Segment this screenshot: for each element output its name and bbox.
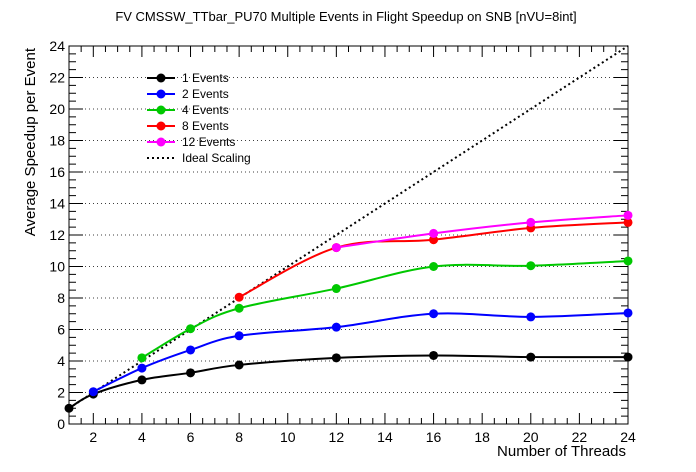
y-tick-label: 0 <box>57 416 65 432</box>
chart-title: FV CMSSW_TTbar_PU70 Multiple Events in F… <box>115 9 576 24</box>
data-point-4-events <box>234 303 244 313</box>
legend-label-1-events: 1 Events <box>182 71 229 85</box>
x-tick-label: 24 <box>620 429 636 445</box>
data-point-4-events <box>429 262 439 271</box>
data-point-1-events <box>137 375 147 385</box>
legend-marker-12-events <box>156 137 166 147</box>
data-point-4-events <box>137 353 147 363</box>
x-tick-label: 8 <box>235 429 243 445</box>
ideal-scaling-line <box>68 45 629 410</box>
data-point-4-events <box>623 256 633 266</box>
data-point-12-events <box>429 228 439 238</box>
series-line-1-events <box>68 354 629 410</box>
legend-label-4-events: 4 Events <box>182 103 229 117</box>
data-point-1-events <box>234 360 244 370</box>
data-point-1-events <box>331 353 341 363</box>
x-tick-label: 6 <box>187 429 195 445</box>
x-tick-label: 16 <box>426 429 442 445</box>
legend-label-8-events: 8 Events <box>182 119 229 133</box>
data-point-1-events <box>623 352 633 362</box>
y-tick-label: 18 <box>49 133 65 149</box>
legend-marker-4-events <box>156 105 166 115</box>
y-tick-label: 8 <box>57 290 65 306</box>
y-tick-label: 10 <box>49 259 65 275</box>
y-tick-label: 4 <box>57 353 65 369</box>
data-point-2-events <box>186 345 196 355</box>
x-tick-label: 18 <box>474 429 490 445</box>
data-point-1-events <box>186 368 196 378</box>
legend-label-2-events: 2 Events <box>182 87 229 101</box>
data-point-4-events <box>186 324 196 334</box>
data-point-8-events <box>429 235 439 245</box>
y-tick-label: 16 <box>49 164 65 180</box>
data-point-4-events <box>331 284 341 294</box>
data-point-2-events <box>331 322 341 332</box>
x-tick-label: 2 <box>89 429 97 445</box>
y-tick-label: 22 <box>49 70 65 86</box>
y-tick-label: 6 <box>57 322 65 338</box>
legend-label-12-events: 12 Events <box>182 135 235 149</box>
data-point-1-events <box>429 350 439 360</box>
data-point-2-events <box>137 363 147 373</box>
data-point-8-events <box>623 217 633 227</box>
data-point-2-events <box>429 309 439 319</box>
data-point-12-events <box>526 217 536 227</box>
legend-marker-2-events <box>156 89 166 99</box>
legend-marker-1-events <box>156 73 166 83</box>
legend-label-ideal-scaling: Ideal Scaling <box>182 151 251 165</box>
y-tick-label: 24 <box>49 38 65 54</box>
x-tick-label: 20 <box>523 429 539 445</box>
data-point-1-events <box>526 352 536 362</box>
data-point-2-events <box>234 331 244 341</box>
data-point-2-events <box>526 312 536 322</box>
legend: 1 Events 2 Events 4 Events 8 Events 12 Event… <box>147 71 251 165</box>
data-point-2-events <box>623 308 633 318</box>
data-point-1-events <box>64 403 74 413</box>
x-tick-label: 22 <box>572 429 588 445</box>
data-point-8-events <box>234 292 244 302</box>
x-axis-title: Number of Threads <box>497 443 626 460</box>
x-tick-label: 4 <box>138 429 146 445</box>
x-tick-label: 14 <box>377 429 393 445</box>
y-tick-label: 12 <box>49 227 65 243</box>
data-point-2-events <box>88 387 98 397</box>
series-line-12-events <box>336 214 629 249</box>
data-point-4-events <box>526 261 536 271</box>
legend-marker-8-events <box>156 121 166 131</box>
data-point-12-events <box>331 243 341 253</box>
y-tick-label: 20 <box>49 101 65 117</box>
y-tick-label: 2 <box>57 385 65 401</box>
x-tick-label: 10 <box>280 429 296 445</box>
y-axis-title: Average Speedup per Event <box>22 47 39 236</box>
series-layer <box>64 45 633 413</box>
data-point-12-events <box>623 210 633 220</box>
x-tick-label: 12 <box>329 429 345 445</box>
y-tick-label: 14 <box>49 196 65 212</box>
